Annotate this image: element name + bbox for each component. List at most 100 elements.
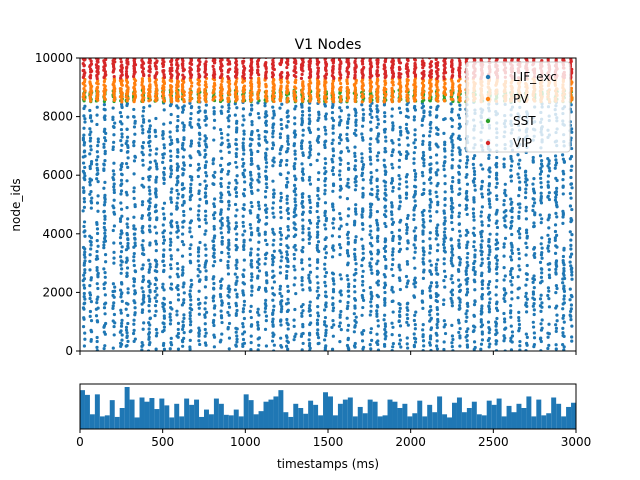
spike-point	[316, 328, 320, 332]
spike-point	[429, 105, 433, 109]
spike-point	[111, 147, 115, 152]
spike-point	[249, 304, 253, 308]
spike-point	[301, 288, 305, 292]
spike-point	[473, 299, 477, 303]
spike-point	[212, 294, 216, 298]
spike-point	[198, 278, 202, 282]
spike-point	[405, 281, 410, 285]
spike-point	[95, 85, 100, 89]
spike-point	[294, 78, 298, 82]
spike-point	[112, 210, 116, 215]
spike-point	[414, 310, 418, 314]
spike-point	[330, 234, 335, 238]
spike-point	[412, 151, 416, 155]
spike-point	[553, 223, 558, 227]
spike-point	[242, 79, 247, 83]
spike-point	[354, 203, 358, 207]
spike-point	[495, 279, 499, 283]
spike-point	[235, 275, 239, 279]
spike-point	[148, 124, 152, 128]
spike-point	[413, 285, 417, 289]
spike-point	[280, 299, 284, 303]
spike-point	[168, 322, 173, 326]
spike-point	[561, 221, 565, 225]
spike-point	[443, 81, 447, 85]
spike-point	[176, 321, 181, 325]
spike-point	[406, 301, 410, 305]
spike-point	[480, 229, 484, 233]
spike-point	[241, 141, 245, 145]
spike-point	[510, 200, 514, 204]
spike-point	[96, 144, 100, 148]
spike-point	[162, 146, 167, 150]
spike-point	[412, 229, 416, 233]
spike-point	[449, 296, 453, 301]
spike-point	[256, 200, 261, 204]
spike-point	[264, 110, 268, 114]
spike-point	[96, 194, 100, 198]
spike-point	[82, 114, 86, 118]
spike-point	[103, 293, 107, 297]
spike-point	[421, 333, 425, 337]
spike-point	[465, 301, 470, 305]
spike-point	[465, 315, 469, 319]
spike-point	[95, 319, 99, 323]
spike-point	[294, 213, 298, 217]
spike-point	[539, 201, 544, 205]
spike-point	[443, 155, 447, 159]
spike-point	[132, 263, 136, 268]
spike-point	[412, 217, 416, 222]
spike-point	[473, 288, 477, 292]
spike-point	[554, 270, 558, 275]
spike-point	[316, 230, 320, 234]
spike-point	[124, 190, 128, 194]
spike-point	[331, 226, 336, 230]
spike-point	[369, 347, 373, 351]
spike-point	[175, 313, 179, 317]
spike-point	[517, 194, 521, 198]
spike-point	[449, 256, 454, 260]
spike-point	[398, 111, 403, 115]
spike-point	[203, 163, 208, 168]
spike-point	[300, 117, 304, 121]
spike-point	[176, 140, 180, 144]
spike-point	[82, 253, 87, 257]
spike-point	[369, 181, 373, 185]
spike-point	[421, 249, 426, 253]
spike-point	[331, 138, 335, 142]
spike-point	[140, 200, 145, 204]
spike-point	[429, 126, 433, 130]
spike-point	[457, 278, 461, 282]
spike-point	[82, 133, 86, 137]
spike-point	[332, 248, 336, 252]
spike-point	[480, 330, 484, 334]
spike-point	[539, 309, 543, 313]
spike-point	[148, 340, 152, 345]
spike-point	[162, 79, 166, 83]
spike-point	[256, 274, 260, 278]
spike-point	[510, 334, 515, 338]
spike-point	[561, 258, 565, 263]
spike-point	[510, 219, 514, 223]
spike-point	[270, 286, 275, 290]
spike-point	[481, 279, 485, 283]
spike-point	[510, 283, 514, 287]
spike-point	[119, 172, 124, 176]
spike-point	[398, 80, 402, 84]
spike-point	[315, 222, 320, 226]
spike-point	[249, 189, 254, 193]
spike-point	[227, 284, 231, 288]
spike-point	[234, 152, 238, 156]
spike-point	[450, 341, 454, 345]
spike-point	[155, 164, 159, 169]
spike-point	[480, 239, 484, 243]
spike-point	[148, 189, 152, 193]
spike-point	[405, 93, 409, 97]
spike-point	[546, 244, 550, 248]
spike-point	[257, 137, 261, 141]
spike-point	[361, 163, 366, 167]
spike-point	[488, 280, 492, 284]
spike-point	[405, 262, 410, 266]
spike-point	[162, 248, 166, 252]
spike-point	[104, 260, 108, 264]
